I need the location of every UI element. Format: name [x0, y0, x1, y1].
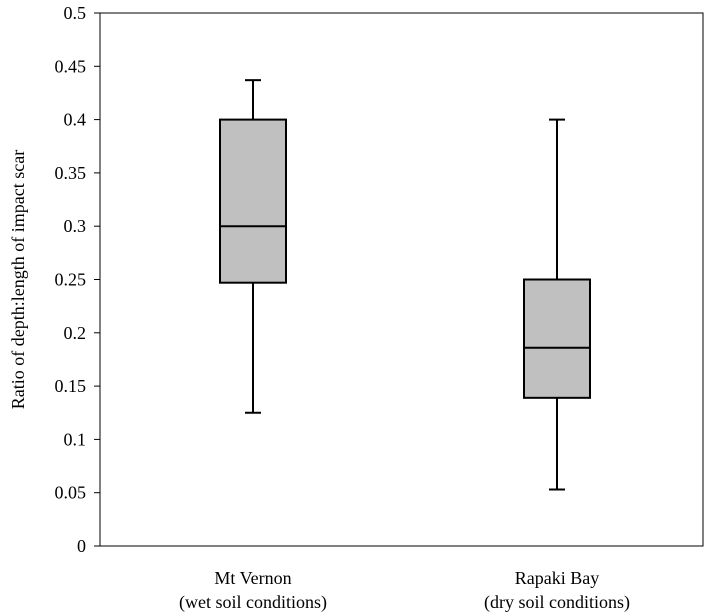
category-label: Mt Vernon — [214, 568, 291, 588]
y-tick-label: 0.2 — [64, 323, 87, 343]
y-tick-label: 0.1 — [64, 429, 87, 449]
plot-area-frame — [99, 12, 704, 547]
x-axis-labels: Mt Vernon (wet soil conditions) Rapaki Bay… — [179, 568, 630, 613]
y-axis: 0 0.05 0.1 0.15 0.2 0.25 0.3 0.35 0.4 0.45 0.5 — [55, 3, 100, 556]
y-tick-label: 0.15 — [55, 376, 87, 396]
iqr-box — [219, 118, 287, 284]
box-1 — [523, 118, 591, 491]
category-label: Rapaki Bay — [515, 568, 599, 588]
y-tick-label: 0.35 — [55, 163, 87, 183]
y-tick-label: 0.4 — [64, 110, 87, 130]
y-axis-label: Ratio of depth:length of impact scar — [8, 150, 28, 409]
y-tick-label: 0 — [77, 536, 86, 556]
y-tick-label: 0.25 — [55, 270, 87, 290]
boxes — [219, 79, 591, 491]
category-sublabel: (dry soil conditions) — [484, 592, 630, 613]
category-sublabel: (wet soil conditions) — [179, 592, 327, 613]
y-tick-label: 0.3 — [64, 216, 87, 236]
y-tick-label: 0.05 — [55, 483, 87, 503]
iqr-box — [523, 278, 591, 399]
box-0 — [219, 79, 287, 414]
y-tick-label: 0.5 — [64, 3, 87, 23]
y-tick-label: 0.45 — [55, 56, 87, 76]
